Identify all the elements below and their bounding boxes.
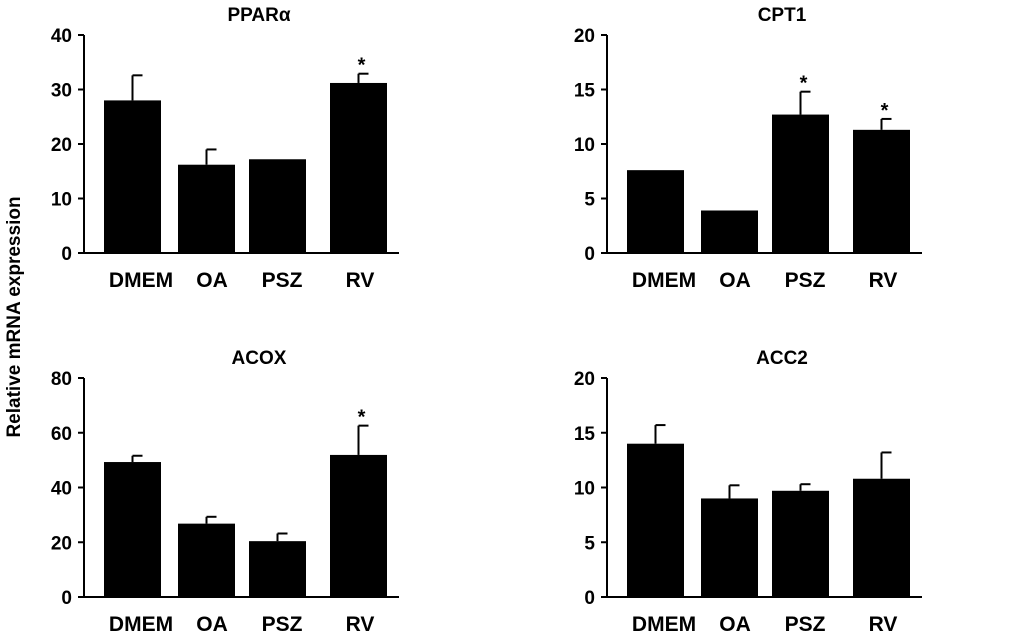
y-tick-label-ppar: 30: [51, 81, 72, 102]
category-label-acox-psz: PSZ: [262, 613, 303, 636]
bar-acc2-oa: [701, 498, 758, 597]
category-label-acox-dmem: DMEM: [109, 613, 173, 636]
y-tick-label-acox: 80: [51, 369, 72, 390]
bar-cpt1-dmem: [627, 170, 684, 253]
y-tick-label-cpt1: 20: [574, 26, 595, 47]
category-label-cpt1-rv: RV: [869, 269, 898, 292]
bar-ppar-oa: [178, 164, 235, 253]
y-tick-label-acox: 0: [61, 588, 72, 609]
y-tick-label-acc2: 15: [574, 424, 596, 445]
category-label-ppar-psz: PSZ: [262, 269, 303, 292]
category-label-cpt1-dmem: DMEM: [632, 269, 696, 292]
category-label-acc2-dmem: DMEM: [632, 613, 696, 636]
category-label-acox-rv: RV: [346, 613, 375, 636]
category-label-ppar-dmem: DMEM: [109, 269, 173, 292]
y-tick-label-acc2: 5: [584, 533, 595, 554]
y-tick-label-acc2: 0: [584, 588, 595, 609]
y-tick-label-cpt1: 5: [584, 190, 595, 211]
panel-title-cpt1: CPT1: [758, 5, 807, 26]
bar-cpt1-oa: [701, 210, 758, 253]
bar-acc2-dmem: [627, 443, 684, 597]
y-tick-label-acox: 20: [51, 533, 72, 554]
y-tick-label-acc2: 20: [574, 369, 595, 390]
category-label-acc2-psz: PSZ: [785, 613, 826, 636]
category-label-ppar-rv: RV: [346, 269, 375, 292]
category-label-cpt1-psz: PSZ: [785, 269, 826, 292]
significance-mark-acox-rv: *: [358, 407, 366, 429]
bar-acox-rv: [330, 454, 387, 597]
y-tick-label-ppar: 0: [61, 244, 72, 265]
bar-ppar-rv: [330, 82, 387, 254]
y-tick-label-ppar: 20: [51, 135, 72, 156]
bar-acox-dmem: [104, 462, 161, 597]
category-label-acc2-oa: OA: [719, 613, 751, 636]
y-tick-label-cpt1: 0: [584, 244, 595, 265]
significance-mark-cpt1-psz: *: [800, 73, 808, 95]
bar-acox-psz: [249, 541, 306, 597]
category-label-acox-oa: OA: [196, 613, 228, 636]
significance-mark-ppar-rv: *: [358, 55, 366, 77]
bar-ppar-dmem: [104, 100, 161, 254]
y-tick-label-acox: 60: [51, 424, 72, 445]
panel-title-acc2: ACC2: [756, 348, 808, 369]
bar-acc2-psz: [772, 490, 829, 597]
panel-title-acox: ACOX: [232, 348, 287, 369]
y-tick-label-acox: 40: [51, 479, 72, 500]
category-label-acc2-rv: RV: [869, 613, 898, 636]
panel-title-ppar: PPARα: [227, 5, 290, 26]
y-tick-label-ppar: 40: [51, 26, 72, 47]
y-tick-label-acc2: 10: [574, 479, 595, 500]
bar-ppar-psz: [249, 159, 306, 253]
significance-mark-cpt1-rv: *: [881, 100, 889, 122]
category-label-ppar-oa: OA: [196, 269, 228, 292]
bar-cpt1-psz: [772, 114, 829, 253]
y-tick-label-cpt1: 10: [574, 135, 595, 156]
bar-acox-oa: [178, 523, 235, 597]
y-tick-label-cpt1: 15: [574, 81, 596, 102]
bar-cpt1-rv: [853, 129, 910, 253]
bar-acc2-rv: [853, 478, 910, 597]
category-label-cpt1-oa: OA: [719, 269, 751, 292]
y-axis-title: Relative mRNA expression: [4, 196, 25, 437]
y-tick-label-ppar: 10: [51, 190, 72, 211]
